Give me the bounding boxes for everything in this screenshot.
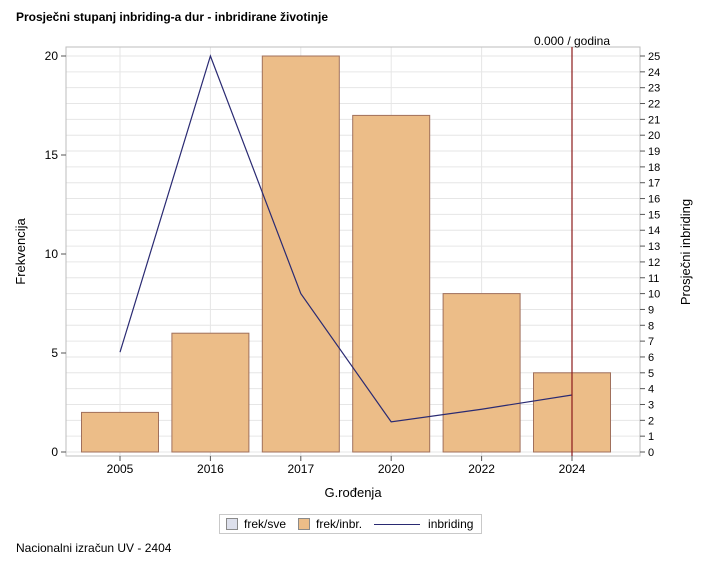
y-tick-label: 5 — [51, 346, 58, 360]
plot-frame — [65, 46, 641, 457]
bar — [171, 332, 250, 453]
y2-tick-label: 15 — [648, 209, 660, 221]
chart-title: Prosječni stupanj inbriding-a dur - inbr… — [16, 10, 329, 24]
y-tick-label: 10 — [45, 247, 59, 261]
y2-tick-label: 8 — [648, 320, 654, 332]
x-tick-label: 2005 — [107, 462, 134, 476]
y2-tick-label: 0 — [648, 447, 654, 459]
y-tick-label: 15 — [45, 148, 59, 162]
y2-tick-label: 25 — [648, 51, 660, 63]
bar — [261, 55, 340, 453]
inbriding-line — [119, 54, 573, 423]
legend-label-frek-inbr: frek/inbr. — [316, 517, 363, 531]
y2-tick-label: 9 — [648, 304, 654, 316]
legend-swatch-inbriding — [374, 523, 421, 525]
y2-tick-label: 21 — [648, 114, 660, 126]
y2-tick-label: 5 — [648, 368, 654, 380]
y2-tick-label: 2 — [648, 415, 654, 427]
legend-swatch-frek-inbr — [298, 518, 311, 530]
y2-tick-label: 13 — [648, 241, 660, 253]
legend: frek/sve frek/inbr. inbriding — [219, 514, 483, 534]
y2-tick-label: 19 — [648, 146, 660, 158]
chart: 0.000 / godina05101520012345678910111213… — [13, 34, 693, 500]
y-tick-label: 20 — [45, 49, 59, 63]
y2-tick-label: 17 — [648, 178, 660, 190]
y2-tick-label: 16 — [648, 194, 660, 206]
y-axis-title: Frekvencija — [13, 217, 28, 284]
legend-item-frek-sve: frek/sve — [226, 517, 286, 531]
x-tick-label: 2020 — [378, 462, 405, 476]
y2-tick-label: 7 — [648, 336, 654, 348]
y2-tick-label: 6 — [648, 352, 654, 364]
footnote: Nacionalni izračun UV - 2404 — [16, 541, 172, 555]
y2-axis-title: Prosječni inbriding — [678, 199, 693, 305]
y2-tick-label: 12 — [648, 257, 660, 269]
bar — [442, 293, 521, 453]
y2-tick-label: 4 — [648, 384, 654, 396]
reference-line-label: 0.000 / godina — [534, 34, 610, 48]
bar — [352, 114, 431, 453]
y2-tick-label: 18 — [648, 162, 660, 174]
y2-tick-label: 20 — [648, 130, 660, 142]
y2-tick-label: 1 — [648, 431, 654, 443]
legend-label-inbriding: inbriding — [428, 517, 474, 531]
y-tick-label: 0 — [51, 445, 58, 459]
legend-item-inbriding: inbriding — [374, 517, 473, 531]
y2-tick-label: 3 — [648, 399, 654, 411]
y2-tick-label: 14 — [648, 225, 660, 237]
x-tick-label: 2024 — [559, 462, 586, 476]
legend-item-frek-inbr: frek/inbr. — [298, 517, 362, 531]
y2-tick-label: 10 — [648, 289, 660, 301]
bar — [81, 411, 159, 453]
y2-tick-label: 24 — [648, 67, 660, 79]
x-tick-label: 2016 — [197, 462, 224, 476]
legend-swatch-frek-sve — [226, 518, 238, 530]
y2-tick-label: 22 — [648, 99, 660, 111]
x-axis-title: G.rođenja — [324, 485, 382, 500]
y2-tick-label: 11 — [648, 273, 659, 285]
y2-tick-label: 23 — [648, 83, 660, 95]
x-tick-label: 2017 — [287, 462, 314, 476]
x-tick-label: 2022 — [468, 462, 495, 476]
legend-label-frek-sve: frek/sve — [244, 517, 287, 531]
